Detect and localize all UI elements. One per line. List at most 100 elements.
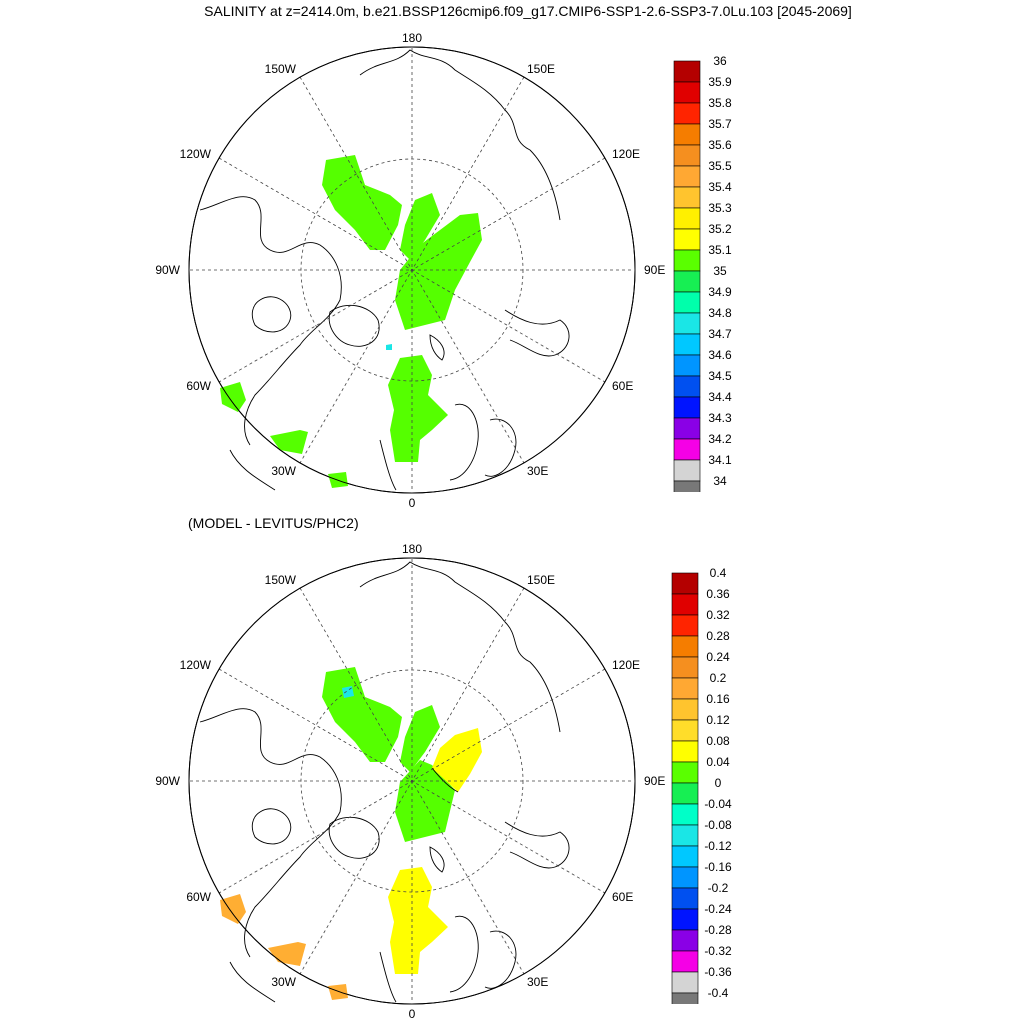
colorbar-swatch <box>673 354 701 377</box>
colorbar-swatch <box>671 992 699 1004</box>
colorbar-swatch <box>671 824 699 847</box>
lon-label-150e: 150E <box>527 573 555 587</box>
colorbar-swatch <box>673 396 701 419</box>
lon-label-120w: 120W <box>180 147 212 161</box>
colorbar-swatch <box>673 480 701 492</box>
colorbar-swatch <box>671 719 699 742</box>
colorbar-swatch <box>673 459 701 482</box>
colorbar-tick-label: 0.12 <box>706 713 730 727</box>
field-patch-fram-strait <box>388 355 448 462</box>
colorbar-top: 36 35.9 35.8 35.7 35.6 35.5 35.4 35.3 35.2 35.1 35… <box>673 56 732 492</box>
colorbar-tick-label: -0.36 <box>704 965 732 979</box>
colorbar-swatch <box>671 740 699 763</box>
colorbar-tick-label: 0.4 <box>710 568 727 580</box>
diff-patch-eurasian-yellow <box>432 728 482 792</box>
colorbar-swatch <box>671 761 699 784</box>
lon-label-0: 0 <box>409 1007 416 1021</box>
lon-label-30e: 30E <box>527 464 548 478</box>
colorbar-swatch <box>671 635 699 658</box>
colorbar-swatch <box>671 950 699 973</box>
diff-patch-irminger <box>268 942 306 966</box>
lon-label-30w: 30W <box>271 464 296 478</box>
lon-label-60w: 60W <box>186 379 211 393</box>
colorbar-swatch <box>673 123 701 146</box>
colorbar-swatch <box>671 614 699 637</box>
colorbar-swatch <box>671 908 699 931</box>
colorbar-swatch <box>673 312 701 335</box>
colorbar-swatch <box>673 186 701 209</box>
colorbar-tick-label: 0.32 <box>706 608 730 622</box>
colorbar-tick-label: 34.8 <box>708 306 732 320</box>
lon-label-150w: 150W <box>265 573 297 587</box>
colorbar-tick-label: 36 <box>713 56 727 68</box>
colorbar-tick-label: 0.36 <box>706 587 730 601</box>
colorbar-swatch <box>673 270 701 293</box>
colorbar-swatch <box>673 165 701 188</box>
colorbar-swatch <box>671 929 699 952</box>
diff-patch-norwegian-south <box>328 984 348 1000</box>
colorbar-tick-label: 35 <box>713 264 727 278</box>
colorbar-tick-label: -0.28 <box>704 923 732 937</box>
lon-label-120e: 120E <box>612 658 640 672</box>
diff-patch-lomonosov <box>400 705 440 772</box>
lon-label-60w: 60W <box>186 890 211 904</box>
colorbar-swatch <box>671 971 699 994</box>
field-patch-labrador <box>220 382 246 412</box>
colorbar-tick-label: 0.08 <box>706 734 730 748</box>
colorbar-tick-label: 0 <box>715 776 722 790</box>
graticule-top <box>190 48 634 492</box>
lon-label-90w: 90W <box>155 263 180 277</box>
colorbar-tick-label: 34.3 <box>708 411 732 425</box>
colorbar-swatch <box>673 228 701 251</box>
colorbar-tick-label: -0.08 <box>704 818 732 832</box>
colorbar-swatch <box>671 866 699 889</box>
colorbar-tick-label: 34 <box>713 474 727 488</box>
diff-patch-cyan-spot <box>342 686 354 698</box>
graticule-bottom <box>190 559 634 1003</box>
colorbar-swatch <box>671 656 699 679</box>
colorbar-swatch <box>673 207 701 230</box>
colorbar-tick-label: 0.16 <box>706 692 730 706</box>
field-patch-eurasian-basin <box>395 213 482 330</box>
lon-label-0: 0 <box>409 496 416 510</box>
figure-title: SALINITY at z=2414.0m, b.e21.BSSP126cmip… <box>204 3 852 19</box>
bottom-polar-map: 180 0 90W 90E 150W 120W 150E 120E 60W 30… <box>155 542 665 1021</box>
colorbar-swatch <box>671 677 699 700</box>
lon-label-90e: 90E <box>644 263 665 277</box>
lon-label-90w: 90W <box>155 774 180 788</box>
top-polar-map: 180 0 90W 90E 150W 120W 150E 120E 60W 30… <box>155 31 665 510</box>
colorbar-swatch <box>671 572 699 595</box>
colorbar-tick-label: -0.16 <box>704 860 732 874</box>
colorbar-tick-label: 34.5 <box>708 369 732 383</box>
colorbar-tick-label: 0.04 <box>706 755 730 769</box>
field-patch-canada-basin <box>322 155 402 250</box>
colorbar-tick-label: -0.12 <box>704 839 732 853</box>
colorbar-swatch <box>673 375 701 398</box>
lon-label-60e: 60E <box>612 890 633 904</box>
colorbar-swatch <box>673 291 701 314</box>
lon-label-180: 180 <box>402 542 422 556</box>
field-patch-cyan-dot <box>386 344 392 350</box>
colorbar-swatch <box>673 249 701 272</box>
colorbar-tick-label: 34.7 <box>708 327 732 341</box>
colorbar-tick-label: 34.2 <box>708 432 732 446</box>
field-patch-lomonosov <box>400 193 440 260</box>
colorbar-swatch <box>673 144 701 167</box>
difference-field-bottom <box>220 667 482 1000</box>
colorbar-tick-label: 35.6 <box>708 138 732 152</box>
colorbar-tick-label: -0.4 <box>708 986 729 1000</box>
colorbar-tick-label: -0.24 <box>704 902 732 916</box>
lon-label-180: 180 <box>402 31 422 45</box>
lon-label-120w: 120W <box>180 658 212 672</box>
colorbar-tick-label: 35.2 <box>708 222 732 236</box>
colorbar-swatch <box>673 102 701 125</box>
colorbar-tick-label: 35.8 <box>708 96 732 110</box>
lon-label-150w: 150W <box>265 62 297 76</box>
colorbar-tick-label: 35.7 <box>708 117 732 131</box>
colorbar-tick-label: -0.04 <box>704 797 732 811</box>
colorbar-swatch <box>673 333 701 356</box>
colorbar-swatch <box>673 81 701 104</box>
lon-label-90e: 90E <box>644 774 665 788</box>
colorbar-tick-label: 0.28 <box>706 629 730 643</box>
diff-patch-canada-basin <box>322 667 402 762</box>
